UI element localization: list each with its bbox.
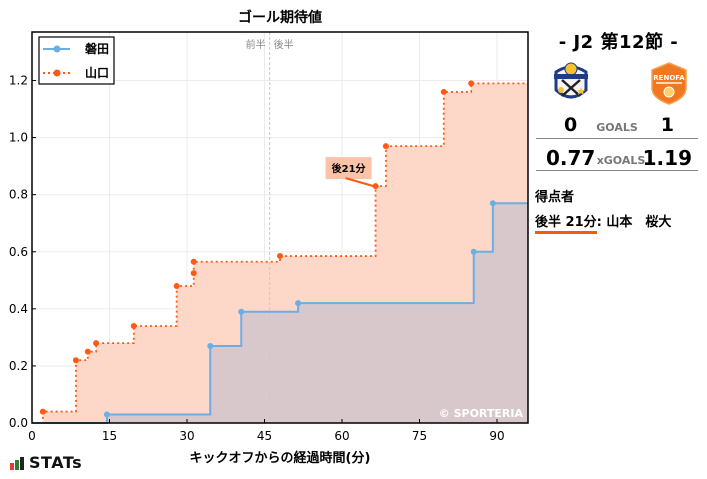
svg-text:RENOFA: RENOFA xyxy=(653,74,685,82)
goal-annotation: 後21分 xyxy=(325,157,374,188)
svg-text:0.0: 0.0 xyxy=(9,416,28,430)
axes: 0 15 30 45 60 75 90 0.0 0.2 0.4 0.6 0.8 1.0 1.2 xyxy=(9,74,505,443)
svg-text:後21分: 後21分 xyxy=(332,162,366,175)
svg-text:0.6: 0.6 xyxy=(9,245,28,259)
svg-text:0.4: 0.4 xyxy=(9,302,28,316)
svg-text:45: 45 xyxy=(257,429,272,443)
plot-frame xyxy=(31,31,529,424)
scorer-time: 後半 21分 xyxy=(535,215,597,234)
away-team-crest-icon: RENOFA xyxy=(651,62,687,105)
home-xg: 0.77 xyxy=(546,146,596,170)
svg-text:90: 90 xyxy=(489,429,504,443)
goals-label: GOALS xyxy=(596,121,638,134)
scorer-name: : 山本 桜大 xyxy=(596,215,672,230)
svg-text:75: 75 xyxy=(412,429,427,443)
svg-text:30: 30 xyxy=(179,429,194,443)
series-fills xyxy=(32,83,528,424)
home-team-crest-icon xyxy=(554,62,588,99)
match-panel: - J2 第12節 - RENOFA 0 GOALS 1 0.77 xGOALS… xyxy=(530,0,707,479)
watermark: © SPORTERIA xyxy=(439,407,524,420)
chart-title: ゴール期待値 xyxy=(238,9,322,26)
svg-text:0.2: 0.2 xyxy=(9,359,28,373)
away-xg: 1.19 xyxy=(642,146,692,170)
stats-logo: STATs xyxy=(10,453,83,472)
svg-text:60: 60 xyxy=(334,429,349,443)
scorers-title: 得点者 xyxy=(535,190,575,205)
xgoals-label: xGOALS xyxy=(596,154,646,167)
match-title: - J2 第12節 - xyxy=(558,32,679,53)
home-goals: 0 xyxy=(564,114,578,136)
svg-text:15: 15 xyxy=(102,429,117,443)
stats-brand-label: STATs xyxy=(29,453,83,472)
second-half-label: 後半 xyxy=(274,38,294,51)
xg-chart: ゴール期待値 前半 後半 後21分 © SPORTERIA 0 15 30 45 60 7… xyxy=(9,9,529,466)
scorer-item: 後半 21分: 山本 桜大 xyxy=(535,211,672,234)
svg-text:0: 0 xyxy=(28,429,36,443)
goals-row: 0 GOALS 1 xyxy=(536,114,698,139)
stats-bars-icon xyxy=(10,457,24,470)
first-half-label: 前半 xyxy=(246,38,266,51)
svg-text:1.2: 1.2 xyxy=(9,74,28,88)
series-lines xyxy=(32,80,528,424)
svg-text:0.8: 0.8 xyxy=(9,188,28,202)
xgoals-row: 0.77 xGOALS 1.19 xyxy=(536,146,698,171)
away-goals: 1 xyxy=(660,114,674,136)
x-axis-label: キックオフからの経過時間(分) xyxy=(190,450,371,466)
svg-text:1.0: 1.0 xyxy=(9,131,28,145)
svg-text:磐田: 磐田 xyxy=(85,41,109,56)
svg-text:山口: 山口 xyxy=(85,65,109,80)
